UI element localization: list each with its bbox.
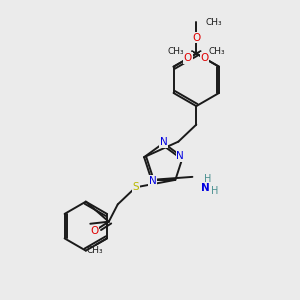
Text: N: N (160, 137, 167, 147)
Text: H: H (211, 186, 218, 196)
Text: N: N (149, 176, 157, 186)
Text: CH₃: CH₃ (206, 18, 223, 27)
Text: CH₃: CH₃ (86, 246, 103, 255)
Text: O: O (184, 53, 192, 63)
Text: S: S (132, 182, 139, 192)
Text: O: O (90, 226, 99, 236)
Text: N: N (201, 183, 209, 193)
Text: O: O (200, 53, 209, 63)
Text: H: H (204, 174, 212, 184)
Text: O: O (192, 33, 200, 43)
Text: CH₃: CH₃ (167, 47, 184, 56)
Text: N: N (176, 151, 184, 161)
Text: CH₃: CH₃ (209, 47, 226, 56)
